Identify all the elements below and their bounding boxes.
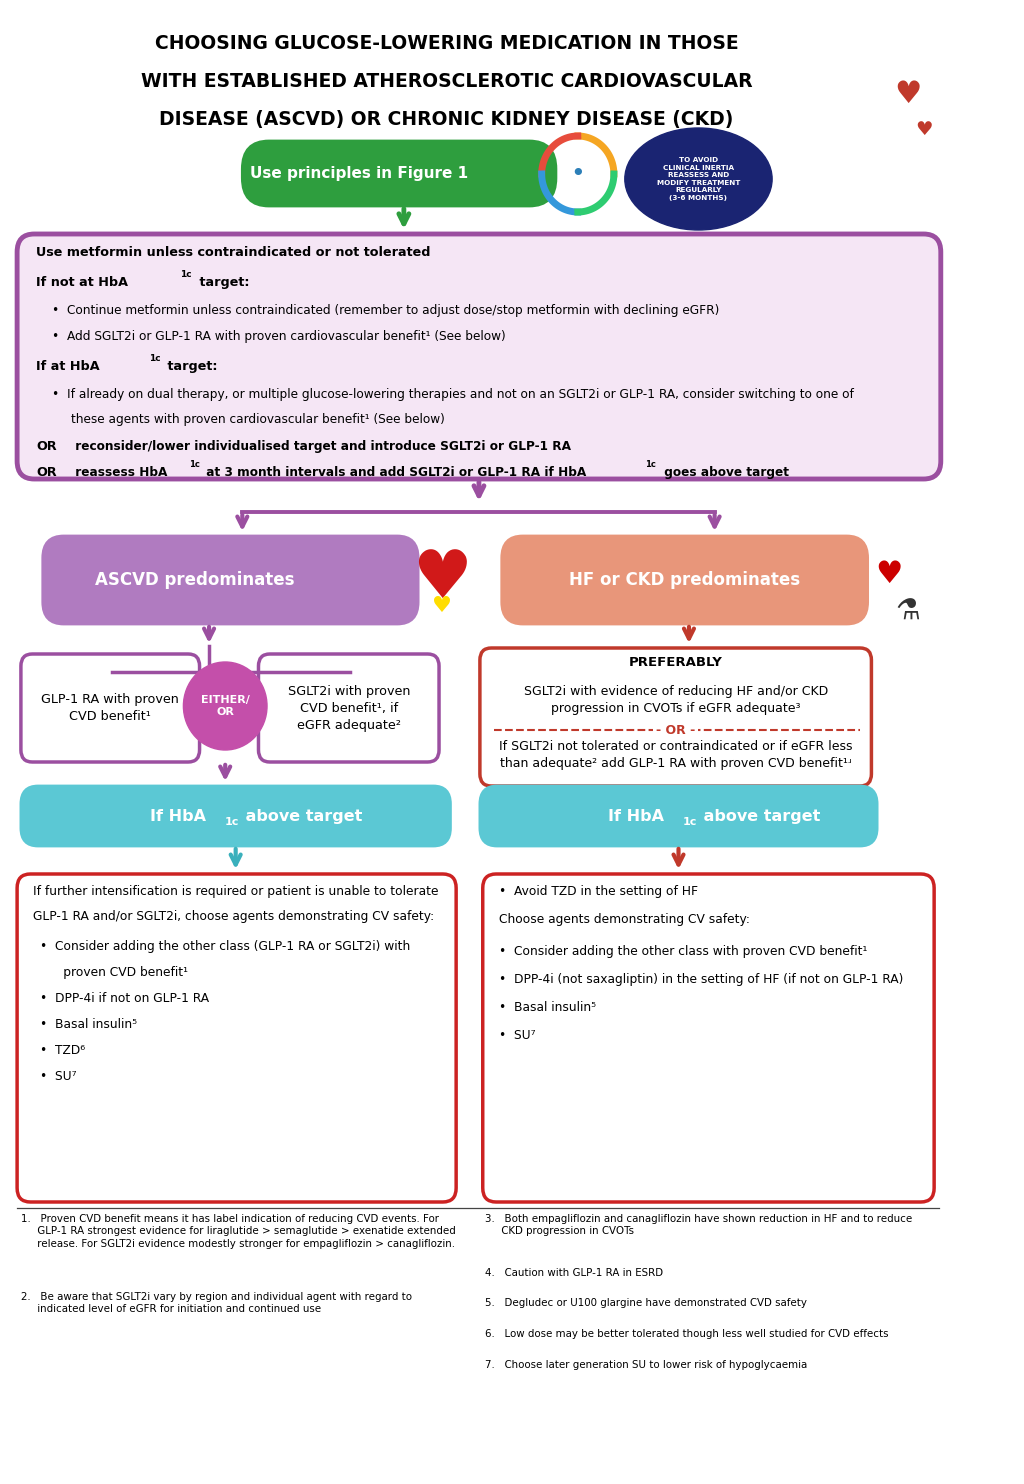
Text: EITHER/
OR: EITHER/ OR — [201, 696, 250, 717]
Text: 1c: 1c — [179, 270, 191, 279]
Text: above target: above target — [241, 809, 362, 824]
Text: 1c: 1c — [645, 460, 656, 469]
Text: SGLT2i with proven
CVD benefit¹, if
eGFR adequate²: SGLT2i with proven CVD benefit¹, if eGFR… — [288, 684, 410, 732]
FancyBboxPatch shape — [243, 141, 556, 206]
Text: these agents with proven cardiovascular benefit¹ (See below): these agents with proven cardiovascular … — [72, 413, 445, 426]
Text: 1c: 1c — [188, 460, 200, 469]
Text: ASCVD predominates: ASCVD predominates — [95, 571, 295, 589]
Text: •  Avoid TZD in the setting of HF: • Avoid TZD in the setting of HF — [499, 884, 698, 898]
Text: ♥: ♥ — [914, 120, 933, 138]
Text: CHOOSING GLUCOSE-LOWERING MEDICATION IN THOSE: CHOOSING GLUCOSE-LOWERING MEDICATION IN … — [155, 34, 738, 53]
Text: DISEASE (ASCVD) OR CHRONIC KIDNEY DISEASE (CKD): DISEASE (ASCVD) OR CHRONIC KIDNEY DISEAS… — [160, 110, 734, 129]
Text: WITH ESTABLISHED ATHEROSCLEROTIC CARDIOVASCULAR: WITH ESTABLISHED ATHEROSCLEROTIC CARDIOV… — [141, 73, 753, 91]
Text: If HbA: If HbA — [151, 809, 206, 824]
Text: 7.   Choose later generation SU to lower risk of hypoglycaemia: 7. Choose later generation SU to lower r… — [484, 1359, 807, 1370]
Text: target:: target: — [164, 361, 218, 372]
Text: ⚗: ⚗ — [895, 598, 920, 626]
Text: If further intensification is required or patient is unable to tolerate: If further intensification is required o… — [33, 884, 438, 898]
Text: 4.   Caution with GLP-1 RA in ESRD: 4. Caution with GLP-1 RA in ESRD — [484, 1267, 663, 1278]
Text: •  SU⁷: • SU⁷ — [40, 1070, 77, 1083]
Text: Use principles in Figure 1: Use principles in Figure 1 — [250, 166, 468, 181]
Text: 5.   Degludec or U100 glargine have demonstrated CVD safety: 5. Degludec or U100 glargine have demons… — [484, 1298, 807, 1309]
Text: OR: OR — [36, 439, 56, 453]
Text: ♥: ♥ — [874, 559, 902, 589]
Text: •  Consider adding the other class with proven CVD benefit¹: • Consider adding the other class with p… — [499, 945, 867, 959]
Text: reassess HbA: reassess HbA — [72, 466, 168, 479]
Text: If HbA: If HbA — [608, 809, 665, 824]
Text: 1.   Proven CVD benefit means it has label indication of reducing CVD events. Fo: 1. Proven CVD benefit means it has label… — [20, 1214, 456, 1250]
Text: - OR -: - OR - — [656, 724, 695, 736]
Text: ♥: ♥ — [412, 546, 472, 611]
FancyBboxPatch shape — [17, 874, 456, 1202]
Text: •  DPP-4i if not on GLP-1 RA: • DPP-4i if not on GLP-1 RA — [40, 991, 209, 1005]
Text: PREFERABLY: PREFERABLY — [629, 656, 723, 669]
FancyBboxPatch shape — [43, 536, 418, 623]
Text: GLP-1 RA with proven
CVD benefit¹: GLP-1 RA with proven CVD benefit¹ — [41, 693, 179, 723]
Text: 1c: 1c — [683, 818, 697, 827]
Text: 1c: 1c — [224, 818, 240, 827]
FancyBboxPatch shape — [17, 234, 941, 479]
Text: If at HbA: If at HbA — [36, 361, 99, 372]
Text: 3.   Both empagliflozin and canagliflozin have shown reduction in HF and to redu: 3. Both empagliflozin and canagliflozin … — [484, 1214, 912, 1236]
Circle shape — [183, 662, 267, 749]
FancyBboxPatch shape — [502, 536, 867, 623]
FancyBboxPatch shape — [480, 649, 871, 787]
FancyBboxPatch shape — [258, 654, 439, 761]
Text: •: • — [570, 162, 585, 186]
FancyBboxPatch shape — [480, 787, 878, 846]
Text: SGLT2i with evidence of reducing HF and/or CKD
progression in CVOTs if eGFR adeq: SGLT2i with evidence of reducing HF and/… — [523, 686, 827, 715]
Text: •  Basal insulin⁵: • Basal insulin⁵ — [40, 1018, 137, 1031]
Text: Use metformin unless contraindicated or not tolerated: Use metformin unless contraindicated or … — [36, 246, 431, 260]
Text: 6.   Low dose may be better tolerated though less well studied for CVD effects: 6. Low dose may be better tolerated thou… — [484, 1330, 888, 1339]
Text: •  Basal insulin⁵: • Basal insulin⁵ — [499, 1002, 596, 1014]
Text: goes above target: goes above target — [659, 466, 788, 479]
Text: •  Add SGLT2i or GLP-1 RA with proven cardiovascular benefit¹ (See below): • Add SGLT2i or GLP-1 RA with proven car… — [52, 329, 506, 343]
Text: •  Consider adding the other class (GLP-1 RA or SGLT2i) with: • Consider adding the other class (GLP-1… — [40, 939, 411, 953]
Text: ♥: ♥ — [894, 80, 922, 108]
Ellipse shape — [625, 128, 772, 230]
Text: Choose agents demonstrating CV safety:: Choose agents demonstrating CV safety: — [499, 913, 750, 926]
Text: at 3 month intervals and add SGLT2i or GLP-1 RA if HbA: at 3 month intervals and add SGLT2i or G… — [203, 466, 587, 479]
Text: target:: target: — [195, 276, 249, 289]
Text: HF or CKD predominates: HF or CKD predominates — [568, 571, 800, 589]
Text: •  SU⁷: • SU⁷ — [499, 1028, 536, 1042]
Text: GLP-1 RA and/or SGLT2i, choose agents demonstrating CV safety:: GLP-1 RA and/or SGLT2i, choose agents de… — [33, 910, 434, 923]
Text: OR: OR — [36, 466, 56, 479]
Text: 2.   Be aware that SGLT2i vary by region and individual agent with regard to
   : 2. Be aware that SGLT2i vary by region a… — [20, 1291, 412, 1313]
Text: above target: above target — [698, 809, 821, 824]
Text: •  DPP-4i (not saxagliptin) in the setting of HF (if not on GLP-1 RA): • DPP-4i (not saxagliptin) in the settin… — [499, 974, 903, 985]
Text: proven CVD benefit¹: proven CVD benefit¹ — [40, 966, 188, 979]
FancyBboxPatch shape — [482, 874, 934, 1202]
FancyBboxPatch shape — [20, 787, 451, 846]
FancyBboxPatch shape — [20, 654, 200, 761]
Text: reconsider/lower individualised target and introduce SGLT2i or GLP-1 RA: reconsider/lower individualised target a… — [72, 439, 571, 453]
Text: If not at HbA: If not at HbA — [36, 276, 128, 289]
Text: ♥: ♥ — [432, 597, 452, 616]
Text: •  TZD⁶: • TZD⁶ — [40, 1045, 85, 1057]
Text: 1c: 1c — [148, 355, 161, 364]
Text: •  Continue metformin unless contraindicated (remember to adjust dose/stop metfo: • Continue metformin unless contraindica… — [52, 304, 720, 318]
Text: •  If already on dual therapy, or multiple glucose-lowering therapies and not on: • If already on dual therapy, or multipl… — [52, 387, 854, 401]
Text: If SGLT2i not tolerated or contraindicated or if eGFR less
than adequate² add GL: If SGLT2i not tolerated or contraindicat… — [499, 741, 852, 770]
Text: TO AVOID
CLINICAL INERTIA
REASSESS AND
MODIFY TREATMENT
REGULARLY
(3-6 MONTHS): TO AVOID CLINICAL INERTIA REASSESS AND M… — [656, 157, 740, 200]
